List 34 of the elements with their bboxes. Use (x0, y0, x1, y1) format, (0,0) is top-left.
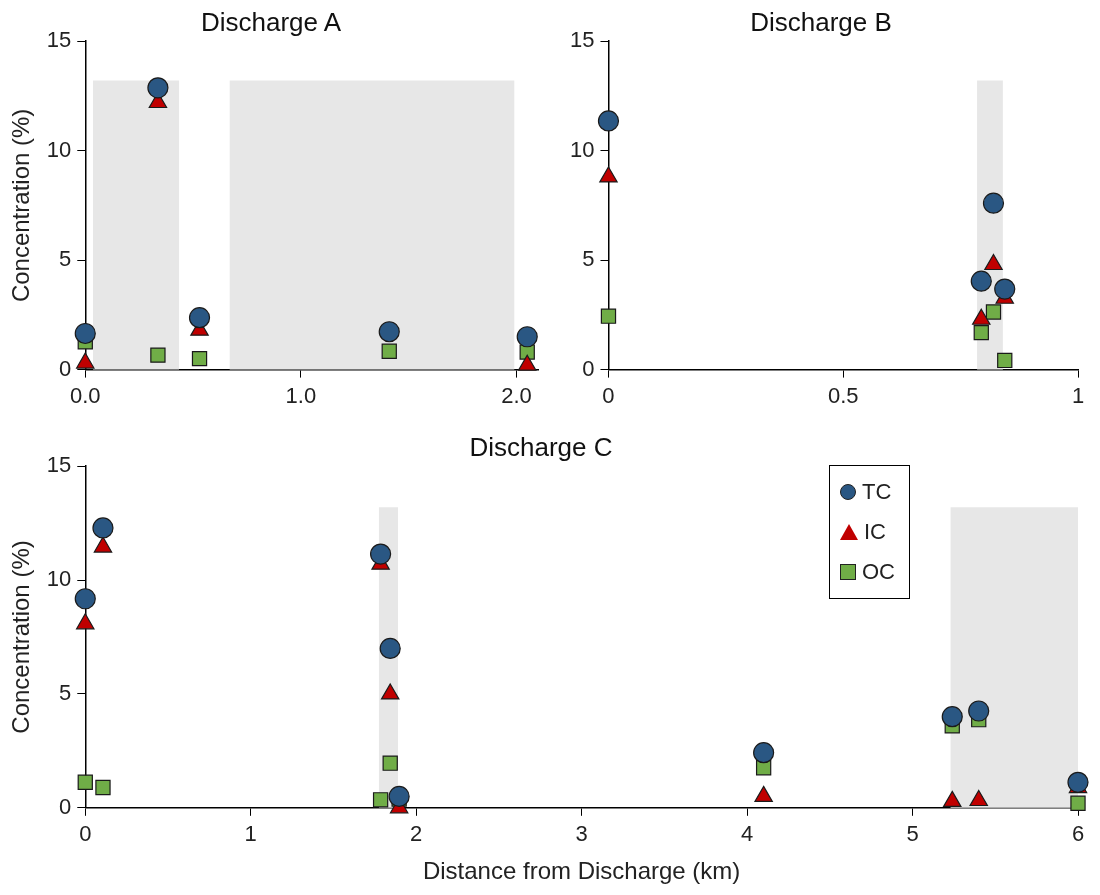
legend-label: OC (862, 559, 895, 585)
x-tick-label: 1 (1071, 382, 1085, 408)
y-axis-title: Concentration (%) (7, 108, 35, 303)
chart-title: Discharge A (200, 6, 342, 37)
y-tick-label: 5 (59, 246, 72, 272)
x-tick-label: 0.0 (69, 382, 101, 408)
y-tick-label: 15 (569, 27, 595, 53)
x-tick-label: 2.0 (501, 382, 532, 408)
y-tick-label: 10 (569, 136, 595, 162)
y-tick-label: 10 (46, 566, 72, 592)
legend-label: TC (862, 479, 892, 505)
y-tick-label: 0 (59, 355, 72, 381)
y-tick-label: 15 (46, 452, 72, 478)
chart-title: Discharge C (469, 431, 613, 462)
y-tick-label: 5 (59, 680, 72, 705)
legend-label: IC (864, 519, 886, 545)
x-tick-label: 0 (602, 382, 615, 408)
y-tick-label: 0 (582, 355, 595, 381)
x-axis-title: Distance from Discharge (km) (422, 857, 741, 885)
x-tick-label: 1 (244, 821, 257, 847)
x-tick-label: 3 (575, 821, 588, 847)
y-tick-label: 15 (46, 27, 72, 53)
y-tick-label: 5 (582, 246, 595, 272)
y-tick-label: 0 (59, 793, 72, 819)
x-tick-label: 0.5 (827, 382, 859, 408)
x-tick-label: 1.0 (285, 382, 317, 408)
x-tick-label: 2 (410, 821, 423, 847)
y-axis-title: Concentration (%) (7, 540, 35, 734)
x-tick-label: 4 (740, 821, 754, 847)
x-tick-label: 0 (79, 821, 92, 847)
chart-title: Discharge B (750, 6, 892, 37)
x-tick-label: 6 (1071, 821, 1085, 847)
y-tick-label: 10 (46, 136, 72, 162)
x-tick-label: 5 (906, 821, 919, 847)
